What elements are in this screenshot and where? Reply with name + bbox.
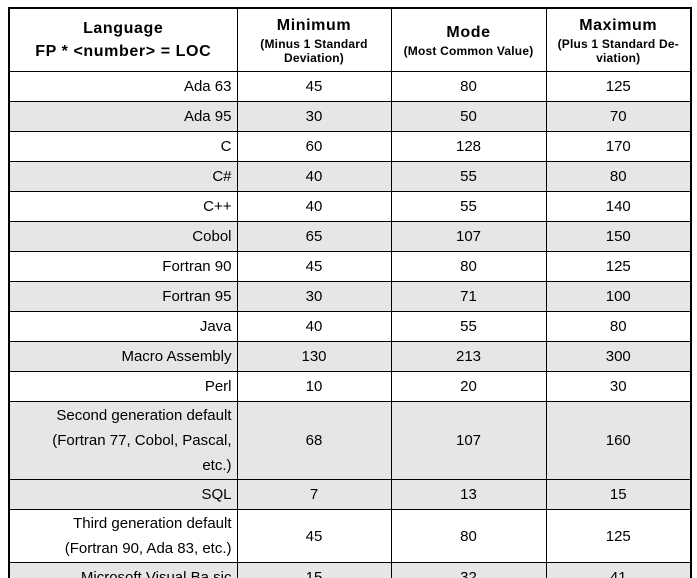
mode-header-subtitle: (Most Common Value): [403, 43, 534, 58]
language-cell: Fortran 95: [8, 281, 238, 312]
maximum-header-title: Maximum: [579, 16, 658, 34]
mode-cell: 55: [390, 191, 547, 222]
minimum-cell: 65: [236, 221, 392, 252]
minimum-cell: 15: [236, 562, 392, 578]
mode-cell: 107: [390, 221, 547, 252]
minimum-cell: 45: [236, 509, 392, 563]
table-row: Macro Assembly 130 213 300: [8, 341, 692, 372]
mode-cell: 55: [390, 311, 547, 342]
minimum-cell: 30: [236, 281, 392, 312]
minimum-cell: 10: [236, 371, 392, 402]
maximum-cell: 300: [545, 341, 692, 372]
maximum-cell: 80: [545, 311, 692, 342]
table-row: Third generation default (Fortran 90, Ad…: [8, 509, 692, 563]
minimum-header-subtitle: (Minus 1 Standard Deviation): [260, 36, 368, 65]
maximum-cell: 170: [545, 131, 692, 162]
language-cell: Second generation default (Fortran 77, C…: [8, 401, 238, 480]
mode-cell: 128: [390, 131, 547, 162]
mode-cell: 80: [390, 251, 547, 282]
mode-cell: 213: [390, 341, 547, 372]
table-row: C++ 40 55 140: [8, 191, 692, 222]
minimum-cell: 40: [236, 311, 392, 342]
table-row: Microsoft Visual Ba sic 15 32 41: [8, 562, 692, 578]
maximum-cell: 70: [545, 101, 692, 132]
table-row: SQL 7 13 15: [8, 479, 692, 510]
table-body: Ada 63 45 80 125 Ada 95 30 50 70 C 60 12…: [8, 71, 692, 578]
maximum-cell: 140: [545, 191, 692, 222]
language-cell: Third generation default (Fortran 90, Ad…: [8, 509, 238, 563]
mode-cell: 13: [390, 479, 547, 510]
mode-cell: 50: [390, 101, 547, 132]
maximum-cell: 125: [545, 251, 692, 282]
minimum-cell: 45: [236, 251, 392, 282]
minimum-cell: 45: [236, 71, 392, 102]
maximum-cell: 30: [545, 371, 692, 402]
maximum-cell: 100: [545, 281, 692, 312]
language-cell: C++: [8, 191, 238, 222]
language-cell: Cobol: [8, 221, 238, 252]
maximum-cell: 125: [545, 509, 692, 563]
table-row: Fortran 95 30 71 100: [8, 281, 692, 312]
mode-cell: 55: [390, 161, 547, 192]
mode-cell: 80: [390, 509, 547, 563]
minimum-cell: 40: [236, 161, 392, 192]
language-header-title: Language FP * <number> = LOC: [35, 20, 212, 60]
minimum-cell: 60: [236, 131, 392, 162]
mode-cell: 80: [390, 71, 547, 102]
mode-cell: 107: [390, 401, 547, 480]
language-cell: Perl: [8, 371, 238, 402]
maximum-cell: 80: [545, 161, 692, 192]
maximum-header-subtitle: (Plus 1 Standard De- viation): [557, 36, 679, 65]
language-cell: Ada 95: [8, 101, 238, 132]
language-cell: Fortran 90: [8, 251, 238, 282]
mode-cell: 20: [390, 371, 547, 402]
language-cell: Java: [8, 311, 238, 342]
language-cell: C: [8, 131, 238, 162]
maximum-cell: 125: [545, 71, 692, 102]
mode-cell: 32: [390, 562, 547, 578]
mode-cell: 71: [390, 281, 547, 312]
table-row: Perl 10 20 30: [8, 371, 692, 402]
maximum-cell: 15: [545, 479, 692, 510]
language-cell: C#: [8, 161, 238, 192]
header-row: Language FP * <number> = LOC Minimum (Mi…: [8, 7, 692, 72]
minimum-cell: 40: [236, 191, 392, 222]
column-header-mode: Mode (Most Common Value): [390, 7, 547, 72]
column-header-maximum: Maximum (Plus 1 Standard De- viation): [545, 7, 692, 72]
column-header-minimum: Minimum (Minus 1 Standard Deviation): [236, 7, 392, 72]
maximum-cell: 150: [545, 221, 692, 252]
table-row: Cobol 65 107 150: [8, 221, 692, 252]
maximum-cell: 41: [545, 562, 692, 578]
language-cell: Ada 63: [8, 71, 238, 102]
language-cell: Microsoft Visual Ba sic: [8, 562, 238, 578]
table-row: Second generation default (Fortran 77, C…: [8, 401, 692, 480]
table-row: C# 40 55 80: [8, 161, 692, 192]
language-cell: SQL: [8, 479, 238, 510]
table-row: Fortran 90 45 80 125: [8, 251, 692, 282]
table-row: Java 40 55 80: [8, 311, 692, 342]
minimum-cell: 30: [236, 101, 392, 132]
language-cell: Macro Assembly: [8, 341, 238, 372]
minimum-header-title: Minimum: [276, 16, 352, 34]
minimum-cell: 7: [236, 479, 392, 510]
table-row: Ada 95 30 50 70: [8, 101, 692, 132]
table-row: Ada 63 45 80 125: [8, 71, 692, 102]
column-header-language: Language FP * <number> = LOC: [8, 7, 238, 72]
minimum-cell: 68: [236, 401, 392, 480]
mode-header-title: Mode: [446, 23, 491, 41]
minimum-cell: 130: [236, 341, 392, 372]
table-row: C 60 128 170: [8, 131, 692, 162]
maximum-cell: 160: [545, 401, 692, 480]
language-loc-table: Language FP * <number> = LOC Minimum (Mi…: [8, 7, 692, 578]
